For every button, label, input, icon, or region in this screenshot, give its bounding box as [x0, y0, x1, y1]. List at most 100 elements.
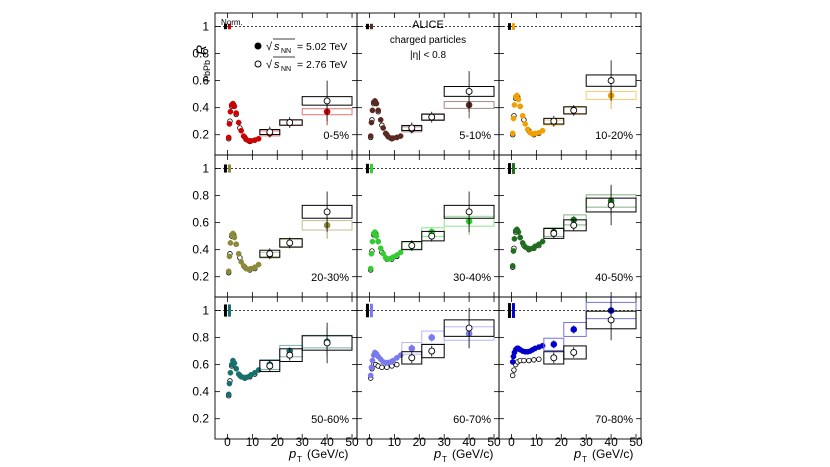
- legend-open-sub: NN: [281, 66, 291, 73]
- point-276-highpt: [550, 117, 558, 125]
- norm-box-black: [507, 163, 511, 174]
- annotation: ALICE charged particles |η| < 0.8: [390, 19, 466, 61]
- sys-box-276: [421, 230, 445, 242]
- point-502: [511, 235, 518, 242]
- point-502: [231, 234, 238, 241]
- point-276-highpt: [266, 362, 274, 370]
- point-502: [227, 240, 234, 246]
- y-tick-label: 0.2: [192, 270, 209, 284]
- point-502: [375, 238, 382, 245]
- point-502: [233, 241, 240, 248]
- x-tick-label: 0: [224, 435, 231, 449]
- centrality-label: 10-20%: [595, 130, 633, 142]
- point-502: [375, 107, 382, 114]
- point-502: [255, 261, 262, 268]
- y-tick-label: 0.4: [192, 243, 209, 257]
- point-276: [384, 364, 390, 371]
- x-tick-label: 10: [530, 435, 544, 449]
- point-502: [227, 369, 234, 376]
- legend: √ s NN = 5.02 TeV √ s NN = 2.76 TeV: [254, 38, 347, 73]
- y-axis-label-main: R: [193, 45, 209, 55]
- x-tick-label: 20: [271, 435, 285, 449]
- centrality-label: 30-40%: [453, 272, 491, 284]
- sys-box-276: [279, 238, 303, 248]
- point-276-highpt: [266, 250, 274, 258]
- series-502-lowpt: [509, 342, 546, 365]
- point-276-highpt: [570, 221, 578, 229]
- norm-box-black: [507, 23, 511, 30]
- point-276-highpt: [286, 239, 294, 247]
- point-502-highpt: [408, 345, 416, 352]
- point-502: [367, 372, 374, 379]
- point-502: [380, 250, 387, 257]
- y-tick-label: 0.8: [192, 189, 209, 203]
- x-tick-label: 30: [296, 435, 310, 449]
- norm-box-black: [507, 303, 511, 318]
- point-276-highpt: [286, 119, 294, 126]
- point-502: [367, 133, 374, 139]
- x-axis-label-sub: T: [442, 455, 447, 464]
- point-276-highpt: [607, 316, 615, 324]
- x-tick-label: 50: [629, 435, 643, 449]
- series-502-lowpt: [225, 357, 262, 398]
- point-502: [377, 116, 384, 123]
- point-502: [367, 265, 374, 272]
- norm-box-black: [365, 303, 369, 318]
- norm-box-color: [511, 163, 515, 174]
- point-276-highpt: [323, 97, 331, 105]
- point-502: [511, 102, 518, 108]
- point-502: [226, 253, 233, 260]
- series-276-lowpt: [510, 356, 542, 379]
- y-tick-label: 0.2: [192, 412, 209, 426]
- y-tick-label: 0.2: [192, 128, 209, 142]
- point-276: [379, 364, 385, 371]
- x-axis-label-col-3: p T (GeV/c): [573, 446, 633, 464]
- point-502: [238, 258, 245, 265]
- sys-box-502: [563, 321, 587, 337]
- x-tick-label: 20: [555, 435, 569, 449]
- panel-0-5%: 0-5%: [214, 12, 358, 156]
- point-502: [231, 103, 238, 110]
- centrality-label: 70-80%: [595, 414, 633, 426]
- point-276-highpt: [465, 208, 473, 216]
- point-502: [519, 112, 526, 119]
- point-502: [519, 240, 526, 246]
- y-tick-label: 0.6: [192, 74, 209, 88]
- series-502-lowpt: [367, 98, 404, 141]
- legend-open-s: s: [274, 59, 280, 71]
- series-502-lowpt: [367, 349, 404, 379]
- y-axis-label: R PbPb: [193, 45, 212, 82]
- norm-box-color: [369, 303, 373, 318]
- point-276-highpt: [408, 354, 416, 362]
- point-502: [225, 391, 232, 398]
- centrality-label: 40-50%: [595, 272, 633, 284]
- legend-marker-filled: [254, 42, 262, 50]
- point-276-highpt: [465, 87, 473, 95]
- point-276-highpt: [570, 106, 578, 114]
- centrality-label: 20-30%: [311, 272, 349, 284]
- x-tick-label: 0: [366, 435, 373, 449]
- panel-5-10%: 5-10%: [356, 12, 500, 156]
- sys-box-276: [259, 359, 281, 373]
- point-502: [373, 233, 380, 239]
- annotation-line1: ALICE: [412, 19, 444, 31]
- point-502: [233, 110, 240, 116]
- point-502: [517, 234, 524, 241]
- x-axis-label-units: (GeV/c): [452, 447, 493, 461]
- point-276-highpt: [570, 348, 578, 356]
- point-276: [521, 357, 527, 364]
- point-502-highpt: [428, 334, 436, 341]
- y-tick-label: 0.8: [192, 331, 209, 345]
- point-502: [509, 130, 516, 137]
- point-502: [368, 364, 375, 371]
- y-tick-label: 1: [202, 304, 209, 318]
- point-502: [515, 229, 522, 235]
- x-axis-label-sub: T: [582, 455, 587, 464]
- x-tick-label: 10: [388, 435, 402, 449]
- point-502: [373, 100, 380, 107]
- point-502: [377, 245, 384, 252]
- point-502: [515, 96, 522, 103]
- point-502: [509, 359, 516, 365]
- point-502: [397, 352, 404, 359]
